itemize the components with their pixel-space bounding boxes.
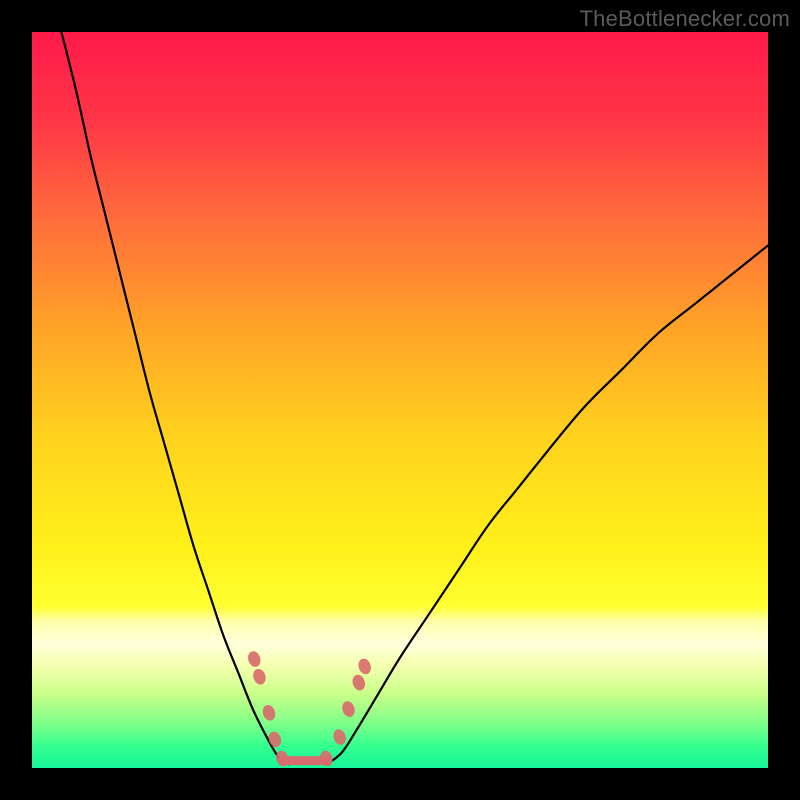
marker-point	[331, 728, 347, 747]
curve-right_branch	[326, 245, 768, 764]
chart-svg	[32, 32, 768, 768]
watermark-text: TheBottlenecker.com	[580, 6, 790, 32]
outer-frame: TheBottlenecker.com	[0, 0, 800, 800]
marker-point	[356, 657, 372, 676]
marker-point	[340, 700, 356, 719]
marker-point	[246, 650, 262, 669]
marker-point	[251, 667, 267, 686]
marker-point	[267, 730, 283, 749]
plot-area	[32, 32, 768, 768]
marker-point	[351, 673, 367, 692]
marker-point	[261, 703, 277, 722]
